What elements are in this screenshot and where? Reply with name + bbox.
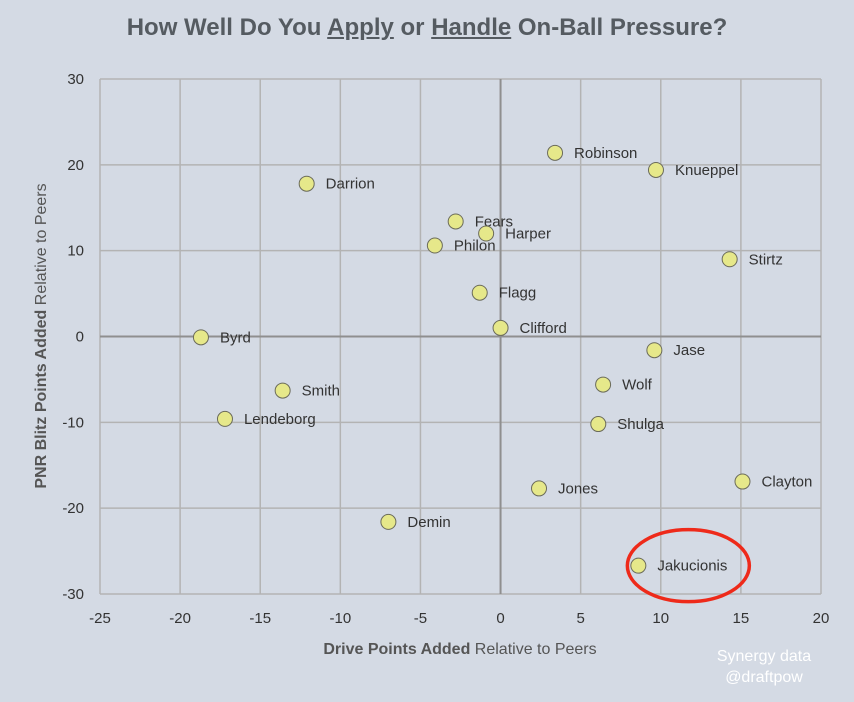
y-tick-label: -20 <box>62 500 84 517</box>
data-label: Stirtz <box>749 251 783 268</box>
data-label: Clayton <box>761 474 812 491</box>
data-label: Byrd <box>220 329 251 346</box>
y-tick-label: 30 <box>67 71 84 88</box>
x-tick-label: 5 <box>576 610 584 627</box>
x-tick-label: -25 <box>89 610 111 627</box>
data-point <box>721 251 738 268</box>
data-point <box>298 175 315 192</box>
y-tick-label: 10 <box>67 243 84 260</box>
data-point <box>531 480 548 497</box>
data-point <box>547 144 564 161</box>
data-point <box>646 342 663 359</box>
data-label: Flagg <box>499 285 537 302</box>
data-point <box>426 237 443 254</box>
x-tick-label: 0 <box>496 610 504 627</box>
title-part-1: How Well Do You <box>126 14 328 41</box>
data-point <box>471 284 488 301</box>
x-tick-label: -10 <box>329 610 351 627</box>
data-label: Jones <box>558 480 598 497</box>
data-point <box>647 161 664 178</box>
x-axis-title-bold: Drive Points Added <box>323 641 470 658</box>
y-axis-title-bold: PNR Blitz Points Added <box>33 310 50 489</box>
data-label: Demin <box>407 514 450 531</box>
y-axis-title: PNR Blitz Points Added Relative to Peers <box>33 183 50 488</box>
y-axis-title-rest: Relative to Peers <box>33 183 50 309</box>
y-tick-label: 0 <box>76 329 84 346</box>
data-point <box>192 329 209 346</box>
x-axis-title: Drive Points Added Relative to Peers <box>323 641 596 658</box>
credit-text: Synergy data @draftpow <box>694 646 834 688</box>
data-label: Jase <box>673 342 705 359</box>
data-point <box>380 513 397 530</box>
data-label: Darrion <box>326 176 375 193</box>
data-label: Knueppel <box>675 162 738 179</box>
title-part-3: or <box>393 14 432 41</box>
y-tick-label: 20 <box>67 157 84 174</box>
highlight-ellipse <box>625 527 752 604</box>
data-point <box>447 213 464 230</box>
data-label: Harper <box>505 226 551 243</box>
chart-title: How Well Do You Apply or Handle On-Ball … <box>0 14 854 42</box>
axes <box>100 79 821 594</box>
data-label: Clifford <box>520 320 567 337</box>
y-tick-label: -30 <box>62 586 84 603</box>
data-label: Jakucionis <box>657 558 727 575</box>
data-label: Philon <box>454 238 496 255</box>
data-points: RobinsonKnueppelDarrionFearsHarperPhilon… <box>192 144 812 604</box>
title-part-handle: Handle <box>431 14 512 41</box>
data-point <box>478 225 495 242</box>
x-tick-label: 10 <box>652 610 669 627</box>
credit-line-2: @draftpow <box>725 669 803 686</box>
data-label: Robinson <box>574 145 637 162</box>
y-tick-label: -10 <box>62 414 84 431</box>
data-label: Lendeborg <box>244 411 316 428</box>
data-label: Smith <box>302 383 340 400</box>
tick-labels: -25 -20 -15 -10 -5 0 5 10 15 20 -30 -20 -10 0 10 20 30 <box>62 71 829 627</box>
data-point <box>595 376 612 393</box>
data-point <box>216 410 233 427</box>
x-axis-title-rest: Relative to Peers <box>470 641 596 658</box>
x-tick-label: 15 <box>733 610 750 627</box>
x-tick-label: -20 <box>169 610 191 627</box>
data-label: Wolf <box>622 377 653 394</box>
data-point <box>734 473 751 490</box>
data-point <box>590 416 607 433</box>
title-part-apply: Apply <box>327 14 394 41</box>
x-tick-label: -15 <box>249 610 271 627</box>
data-point <box>630 557 647 574</box>
x-tick-label: -5 <box>414 610 427 627</box>
title-part-5: On-Ball Pressure? <box>511 14 728 41</box>
credit-line-1: Synergy data <box>716 648 812 665</box>
data-label: Shulga <box>617 416 664 433</box>
x-tick-label: 20 <box>813 610 830 627</box>
data-point <box>274 382 291 399</box>
data-point <box>492 319 509 336</box>
